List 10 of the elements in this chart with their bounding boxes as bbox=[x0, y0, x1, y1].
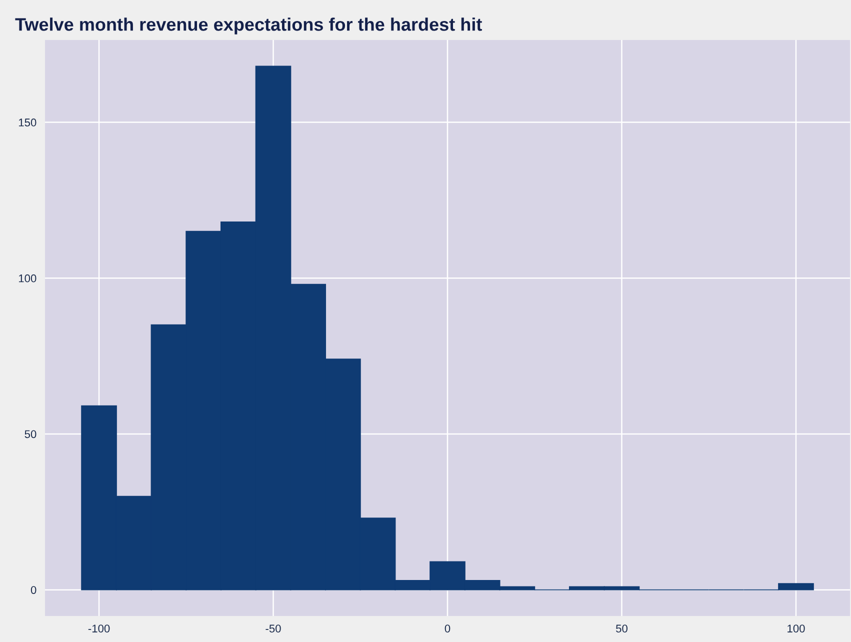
y-tick-label: 0 bbox=[30, 586, 36, 594]
x-tick-label: 0 bbox=[444, 624, 450, 632]
y-tick-label: 50 bbox=[24, 430, 36, 438]
chart-title: Twelve month revenue expectations for the hardest hit bbox=[15, 18, 482, 34]
y-tick-label: 100 bbox=[18, 274, 36, 282]
x-tick-label: -100 bbox=[88, 624, 110, 632]
x-tick-label: 100 bbox=[788, 624, 805, 632]
x-tick-label: 50 bbox=[616, 624, 628, 632]
y-tick-label: 150 bbox=[18, 118, 36, 126]
x-tick-label: -50 bbox=[266, 624, 281, 632]
